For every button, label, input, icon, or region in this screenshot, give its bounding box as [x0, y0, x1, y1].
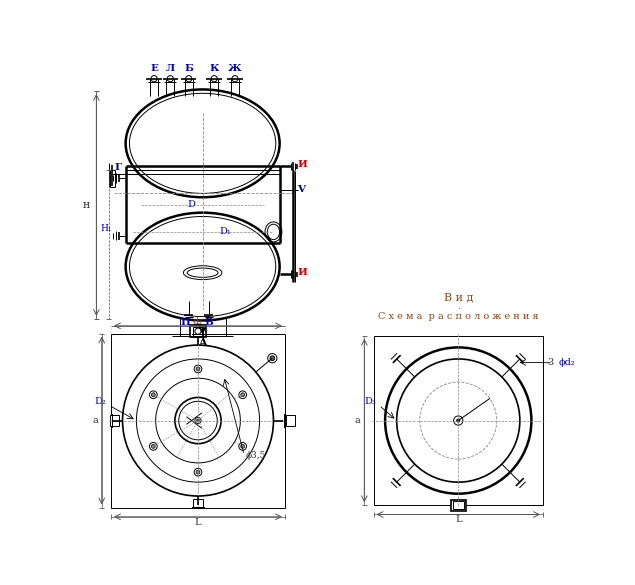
Circle shape: [197, 419, 199, 422]
Bar: [192, 499, 203, 508]
Circle shape: [196, 367, 200, 371]
Bar: [192, 326, 203, 338]
Text: ϕ3,5: ϕ3,5: [246, 450, 266, 460]
Text: D: D: [187, 201, 195, 209]
Text: а: а: [92, 416, 98, 425]
Bar: [373, 336, 543, 505]
Text: В и д: В и д: [444, 292, 473, 302]
Circle shape: [270, 356, 274, 360]
Text: И: И: [298, 160, 308, 170]
Text: ·: ·: [457, 305, 460, 313]
Circle shape: [151, 393, 155, 397]
Text: L: L: [195, 518, 201, 526]
Text: Ж: Ж: [228, 64, 242, 73]
Text: A: A: [198, 338, 207, 348]
Circle shape: [241, 445, 244, 448]
Text: И: И: [298, 268, 308, 277]
Bar: [192, 324, 203, 333]
Text: Л: Л: [166, 64, 175, 73]
Bar: [453, 501, 464, 509]
Text: П: П: [181, 318, 190, 327]
Bar: [110, 170, 115, 187]
Bar: [286, 415, 295, 426]
Text: ϕd₂: ϕd₂: [558, 358, 575, 367]
Circle shape: [151, 445, 155, 448]
Bar: [190, 325, 206, 338]
Text: В: В: [204, 318, 213, 327]
Text: Н₁: Н₁: [100, 223, 112, 233]
Text: Е: Е: [150, 64, 158, 73]
Text: V: V: [297, 185, 305, 194]
Text: н: н: [83, 200, 90, 210]
Circle shape: [196, 470, 200, 474]
Text: Г: Г: [114, 163, 121, 172]
Text: D₃: D₃: [364, 397, 376, 406]
Text: К: К: [210, 64, 219, 73]
Circle shape: [457, 419, 460, 422]
Bar: [451, 500, 466, 511]
Bar: [110, 415, 119, 426]
Text: L: L: [455, 515, 462, 524]
Text: С х е м а  р а с п о л о ж е н и я: С х е м а р а с п о л о ж е н и я: [378, 312, 538, 321]
Text: а: а: [355, 416, 361, 425]
Text: d₁: d₁: [193, 316, 203, 326]
Text: D₂: D₂: [94, 397, 105, 406]
Text: D₁: D₁: [220, 228, 232, 236]
Text: Б: Б: [184, 64, 193, 73]
Bar: [111, 333, 285, 508]
Text: 3: 3: [547, 358, 553, 367]
Circle shape: [241, 393, 244, 397]
